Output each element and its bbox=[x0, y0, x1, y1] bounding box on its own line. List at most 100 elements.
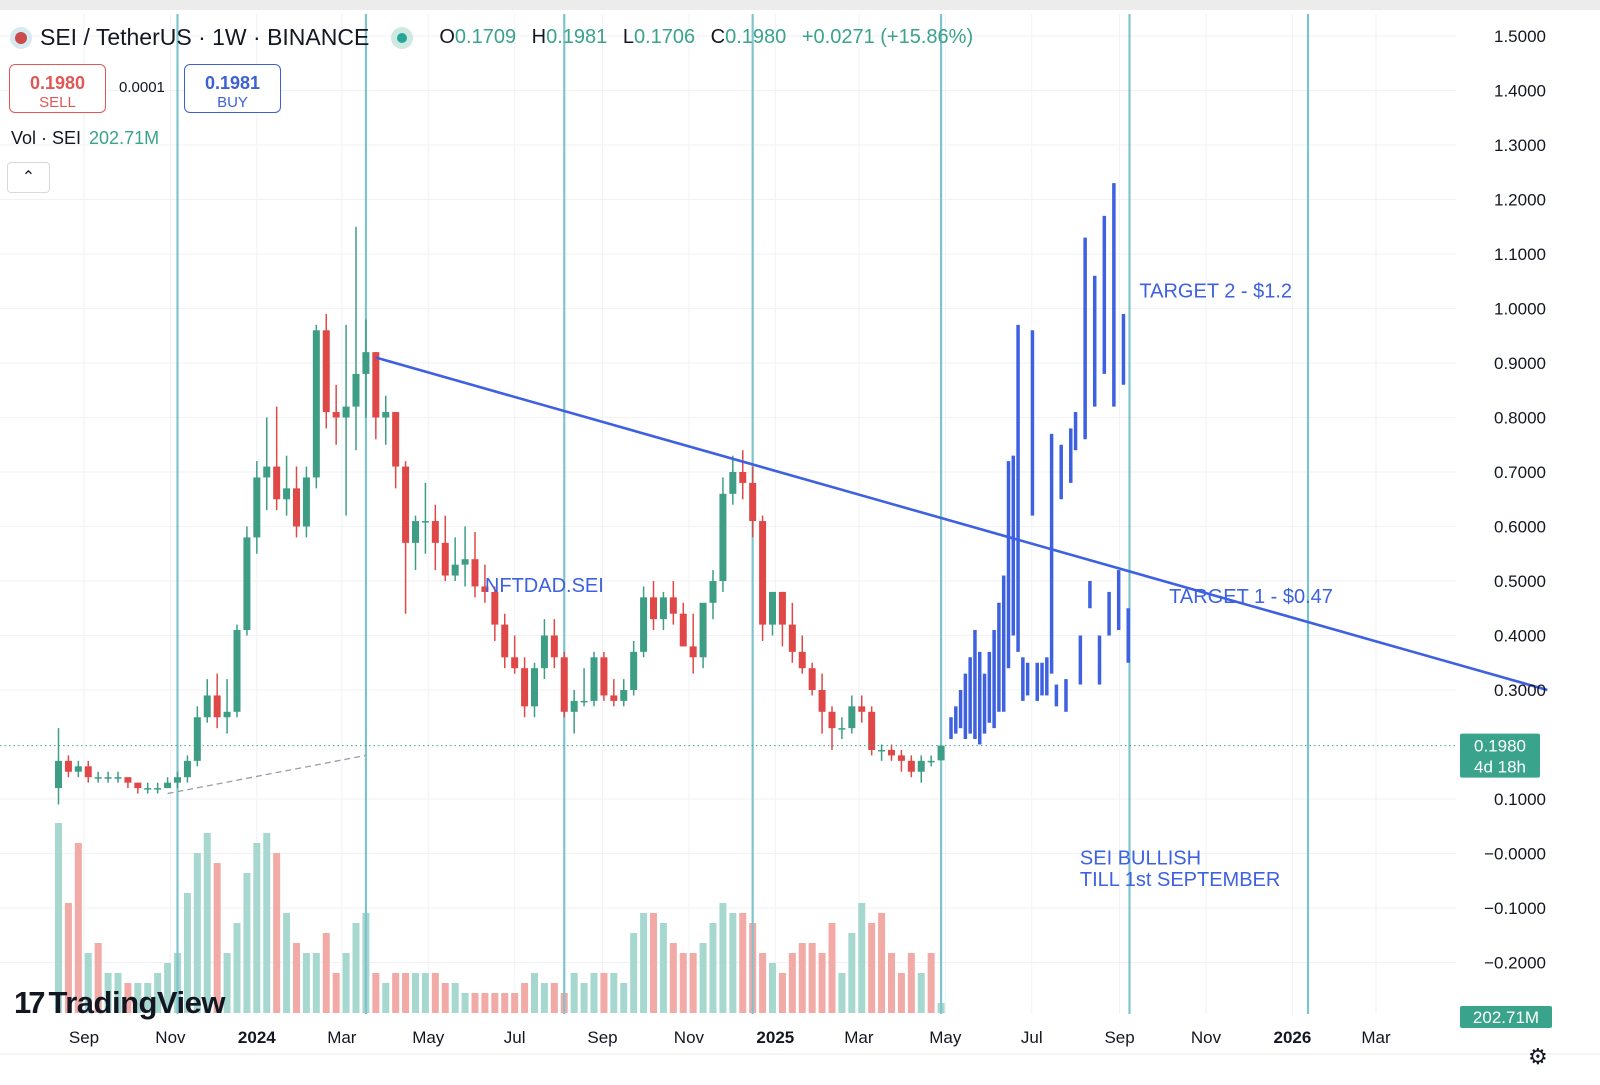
gear-icon[interactable]: ⚙ bbox=[1528, 1044, 1548, 1069]
volume-bar bbox=[570, 973, 578, 1013]
projection-bars bbox=[949, 183, 1131, 745]
volume-bar bbox=[193, 853, 201, 1013]
volume-bar bbox=[868, 923, 876, 1013]
candle-body bbox=[213, 695, 221, 718]
price-tick-label: 0.8000 bbox=[1494, 409, 1546, 428]
candle-body bbox=[897, 755, 905, 761]
volume-bar bbox=[352, 923, 360, 1013]
candlesticks bbox=[55, 226, 945, 805]
candle-body bbox=[412, 521, 419, 543]
time-axis[interactable]: Sep Nov 2024 Mar May Jul Sep Nov 2025 Mar May Jul Se… bbox=[0, 1028, 1600, 1055]
price-tick-label: 1.1000 bbox=[1494, 245, 1546, 264]
candle-body bbox=[263, 466, 271, 478]
candle-body bbox=[689, 646, 697, 658]
volume-bar bbox=[808, 943, 816, 1013]
sell-button[interactable]: 0.1980 SELL bbox=[9, 64, 106, 113]
volume-bar bbox=[74, 843, 82, 1013]
price-axis[interactable]: 1.5000 1.4000 1.3000 1.2000 1.1000 1.0000 0.90… bbox=[1460, 27, 1552, 1028]
candle-body bbox=[421, 521, 429, 523]
ohlc-values: O0.1709 H0.1981 L0.1706 C0.1980 +0.0271 … bbox=[439, 26, 974, 48]
volume-bar bbox=[521, 983, 529, 1013]
price-tick-label: 1.3000 bbox=[1494, 136, 1546, 155]
buy-button[interactable]: 0.1981 BUY bbox=[184, 64, 281, 113]
candle-body bbox=[233, 630, 241, 712]
volume-bar bbox=[531, 973, 538, 1013]
volume-bar bbox=[84, 953, 92, 1013]
candle-body bbox=[471, 559, 479, 587]
candle-body bbox=[620, 690, 628, 701]
volume-bar bbox=[897, 973, 905, 1013]
volume-bar bbox=[183, 893, 191, 1013]
candle-body bbox=[888, 749, 895, 756]
volume-bar bbox=[233, 923, 241, 1013]
candle-body bbox=[402, 466, 410, 543]
candle-body bbox=[84, 766, 92, 778]
volume-bars bbox=[55, 823, 945, 1013]
candle-body bbox=[669, 597, 677, 614]
candle-body bbox=[917, 760, 925, 772]
volume-bar bbox=[927, 953, 935, 1013]
candle-body bbox=[659, 597, 667, 620]
symbol-title[interactable]: SEI / TetherUS · 1W · BINANCE bbox=[40, 24, 370, 50]
volume-badge-label: 202.71M bbox=[1473, 1008, 1539, 1027]
candle-body bbox=[223, 711, 231, 718]
volume-bar bbox=[769, 963, 776, 1013]
current-price-label: 0.1980 bbox=[1474, 737, 1526, 756]
candle-body bbox=[937, 745, 945, 761]
volume-bar bbox=[630, 933, 638, 1013]
price-tick-label: −0.0000 bbox=[1484, 845, 1546, 864]
candle-body bbox=[491, 591, 499, 625]
volume-bar bbox=[689, 953, 697, 1013]
volume-bar bbox=[848, 933, 856, 1013]
candle-body bbox=[838, 728, 846, 730]
price-tick-label: 0.5000 bbox=[1494, 572, 1546, 591]
price-tick-label: 0.4000 bbox=[1494, 627, 1546, 646]
candle-body bbox=[501, 624, 509, 658]
volume-bar bbox=[332, 973, 340, 1013]
candle-body bbox=[193, 717, 201, 761]
candle-body bbox=[481, 586, 489, 592]
candle-body bbox=[273, 466, 281, 500]
candle-body bbox=[441, 542, 449, 576]
volume-bar bbox=[640, 913, 648, 1013]
volume-bar bbox=[421, 973, 429, 1013]
annotation-label: NFTDAD.SEI bbox=[485, 575, 604, 597]
candle-body bbox=[293, 488, 300, 527]
collapse-legend-button[interactable]: ⌃ bbox=[7, 162, 50, 193]
candle-body bbox=[739, 472, 747, 483]
current-price-badge bbox=[1460, 733, 1540, 778]
candle-body bbox=[858, 706, 866, 712]
volume-bar bbox=[342, 953, 350, 1013]
volume-bar bbox=[600, 973, 608, 1013]
candle-body bbox=[511, 657, 519, 669]
volume-bar bbox=[441, 983, 449, 1013]
volume-bar bbox=[263, 833, 271, 1013]
candle-body bbox=[788, 624, 796, 652]
candle-body bbox=[927, 760, 935, 763]
annotations: NFTDAD.SEI TARGET 2 - $1.2 TARGET 1 - $0.4… bbox=[485, 281, 1333, 892]
volume-bar bbox=[471, 993, 479, 1013]
candle-body bbox=[610, 695, 618, 701]
candle-body bbox=[828, 711, 836, 729]
candle-body bbox=[174, 777, 181, 783]
volume-bar bbox=[798, 943, 806, 1013]
market-status-icon bbox=[391, 26, 414, 49]
volume-bar bbox=[590, 973, 598, 1013]
time-tick-label: Mar bbox=[327, 1028, 357, 1047]
price-tick-label: −0.2000 bbox=[1484, 954, 1546, 973]
volume-bar bbox=[154, 973, 162, 1013]
volume-bar bbox=[709, 923, 717, 1013]
volume-bar bbox=[491, 993, 499, 1013]
volume-bar bbox=[550, 983, 558, 1013]
volume-bar bbox=[55, 823, 62, 1013]
candle-body bbox=[699, 602, 707, 658]
candle-body bbox=[868, 711, 876, 750]
volume-bar bbox=[431, 973, 439, 1013]
price-tick-label: 0.6000 bbox=[1494, 518, 1546, 537]
price-tick-label: 1.2000 bbox=[1494, 191, 1546, 210]
tradingview-logo[interactable]: 17 TradingView bbox=[14, 985, 226, 1021]
time-tick-label: Nov bbox=[1191, 1028, 1222, 1047]
volume-bar bbox=[610, 973, 618, 1013]
